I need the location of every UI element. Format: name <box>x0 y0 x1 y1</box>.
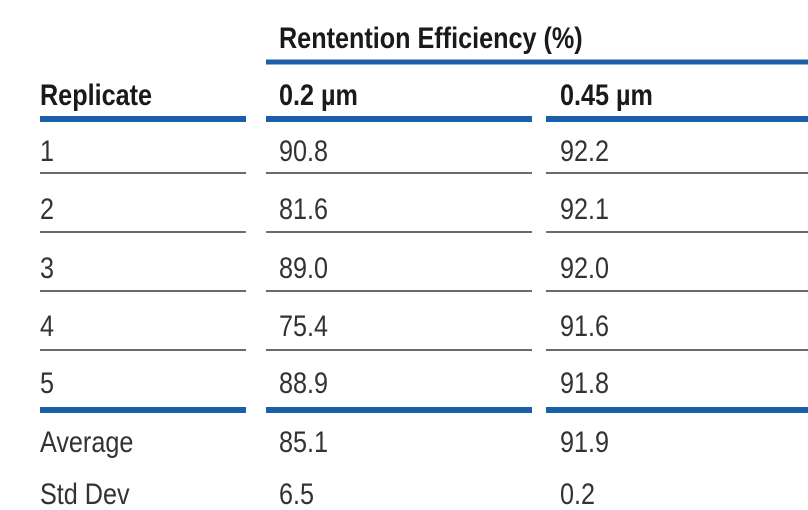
cell: 92.0 <box>560 251 609 285</box>
cells: Rentention Efficiency (%) Replicate 0.2 µm… <box>40 21 653 510</box>
rules <box>40 59 808 413</box>
cell: 91.8 <box>560 366 609 400</box>
cell: 88.9 <box>279 366 328 400</box>
cell: 1 <box>40 134 54 168</box>
cell: Std Dev <box>40 477 130 510</box>
header-cell: 0.2 µm <box>279 78 358 112</box>
cell: 6.5 <box>279 477 314 510</box>
cell: 92.1 <box>560 192 609 226</box>
cell: 91.9 <box>560 425 609 459</box>
cell: 3 <box>40 251 54 285</box>
cell: 75.4 <box>279 309 328 343</box>
header-cell: 0.45 µm <box>560 78 653 112</box>
cell: 91.6 <box>560 309 609 343</box>
cell: 4 <box>40 309 54 343</box>
cell: 0.2 <box>560 477 595 510</box>
cell: 92.2 <box>560 134 609 168</box>
cell: 81.6 <box>279 192 328 226</box>
header-cell: Rentention Efficiency (%) <box>279 21 583 55</box>
cell: 90.8 <box>279 134 328 168</box>
cell: 85.1 <box>279 425 328 459</box>
cell: 2 <box>40 192 54 226</box>
header-cell: Replicate <box>40 78 152 112</box>
cell: 5 <box>40 366 54 400</box>
cell: 89.0 <box>279 251 328 285</box>
cell: Average <box>40 425 133 459</box>
